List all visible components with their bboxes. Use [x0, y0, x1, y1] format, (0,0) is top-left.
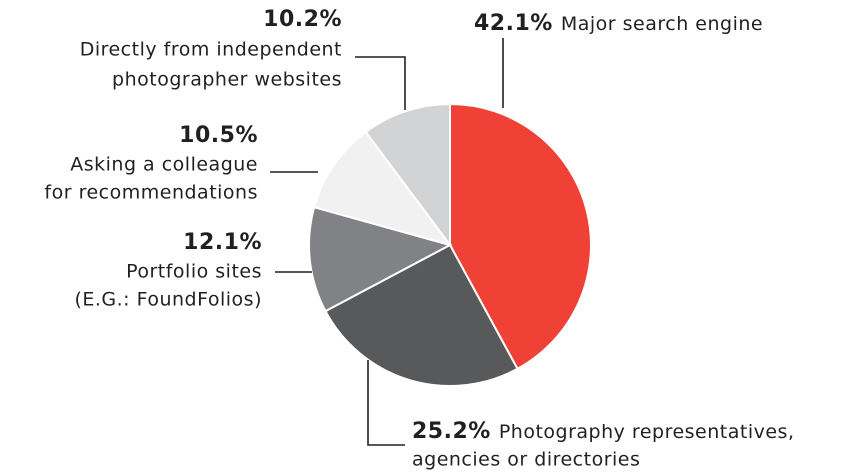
- slice-label: 42.1% Major search engine: [474, 11, 763, 36]
- pie-slice: [449, 102, 592, 371]
- category-label: Asking a colleague: [70, 154, 258, 176]
- category-label: for recommendations: [44, 182, 258, 204]
- slice-label: 12.1%: [183, 230, 262, 255]
- category-label: Photography representatives,: [499, 421, 795, 443]
- value-label: 10.2%: [263, 7, 342, 32]
- pie-slice: [324, 243, 519, 387]
- slice-label: 10.2%: [263, 7, 342, 32]
- pie-slice: [312, 130, 453, 247]
- category-label: agencies or directories: [412, 449, 640, 471]
- category-label: Directly from independent: [80, 39, 342, 61]
- category-label: (E.G.: FoundFolios): [74, 289, 262, 311]
- category-label: Portfolio sites: [126, 261, 262, 283]
- category-label: Major search engine: [561, 13, 763, 35]
- value-label: 42.1%: [474, 11, 553, 36]
- slice-label: 25.2% Photography representatives,: [412, 419, 794, 444]
- slice-label: 10.5%: [179, 123, 258, 148]
- value-label: 12.1%: [183, 230, 262, 255]
- leader-line: [355, 56, 406, 110]
- pie-slice: [364, 102, 451, 249]
- category-label: photographer websites: [112, 69, 342, 91]
- value-label: 25.2%: [412, 419, 491, 444]
- leader-line: [367, 360, 405, 446]
- value-label: 10.5%: [179, 123, 258, 148]
- pie-slice: [308, 205, 453, 313]
